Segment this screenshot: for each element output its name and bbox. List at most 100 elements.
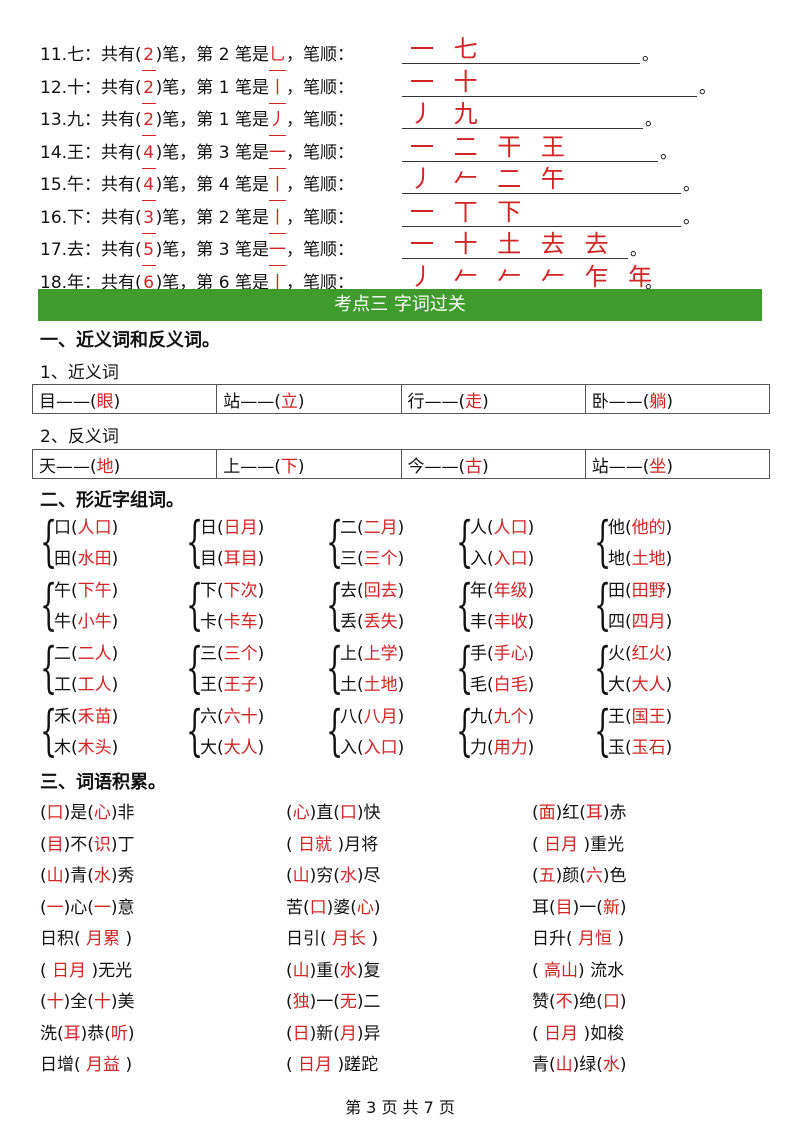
idiom-text: )重(	[309, 960, 340, 981]
idiom-answer: 高山	[544, 960, 579, 981]
brace-icon: {	[594, 573, 612, 636]
brace-icon: {	[186, 510, 204, 573]
idiom-item: (面)红(耳)赤	[532, 798, 627, 823]
group-char: 入(	[340, 738, 364, 758]
idiom-text: )心(	[63, 897, 94, 918]
group-close: )	[527, 549, 535, 569]
group-close: )	[111, 612, 119, 632]
idiom-text: (	[40, 992, 47, 1012]
brace-icon: {	[326, 510, 344, 573]
group-close: )	[527, 707, 535, 727]
idiom-text: (	[286, 1023, 293, 1044]
idiom-answer: 水	[602, 1055, 620, 1075]
idiom-text: )一(	[309, 992, 340, 1012]
group-line: 田(田野)	[608, 576, 672, 601]
stroke-end: 。	[645, 272, 662, 293]
idiom-text: (	[532, 960, 545, 981]
group-close: )	[665, 612, 673, 632]
idiom-text: (	[532, 803, 539, 823]
stroke-count: 2	[141, 73, 156, 104]
synonym-table: 目——(眼) 站——(立) 行——(走) 卧——(躺)	[31, 384, 771, 414]
idiom-answer: 口	[309, 897, 327, 918]
antonym-cell-close: )	[297, 456, 305, 477]
group-word: 木头	[77, 738, 112, 758]
idiom-text: )	[619, 992, 627, 1012]
idiom-answer: 水	[339, 960, 357, 981]
group-char: 年(	[470, 581, 494, 601]
idiom-text: (	[532, 1023, 545, 1044]
group-line: 禾(禾苗)	[54, 702, 118, 727]
group-line: 三(三个)	[200, 639, 264, 664]
stroke-index: 2	[218, 45, 230, 65]
idiom-answer: 山	[292, 960, 310, 981]
idiom-answer: 月益	[86, 1055, 121, 1075]
idiom-text: )	[619, 1055, 627, 1075]
stroke-count: 2	[141, 105, 156, 136]
group-line: 八(八月)	[340, 702, 404, 727]
idiom-answer: 山	[292, 866, 310, 886]
group-word: 丰收	[493, 612, 528, 632]
idiom-text: )	[127, 1023, 135, 1044]
stroke-sequence: 丿 九	[410, 100, 484, 128]
antonym-cell-close: )	[666, 456, 674, 477]
idiom-answer: 月累	[86, 929, 121, 949]
idiom-answer: 一	[93, 897, 111, 918]
idiom-text: (	[532, 866, 539, 886]
stroke-prefix: 12.十：共有(	[40, 77, 142, 98]
stroke-index: 3	[218, 240, 230, 260]
stroke-label: 笔是	[229, 175, 269, 195]
group-char: 九(	[470, 707, 494, 727]
idiom-item: (山)穷(水)尽	[286, 861, 381, 886]
idiom-item: ( 日月 )蹉跎	[286, 1050, 378, 1075]
stroke-label: 笔是	[229, 142, 269, 163]
group-line: 入(入口)	[340, 733, 404, 758]
group-char: 火(	[608, 644, 632, 664]
idiom-text: 日增(	[40, 1055, 87, 1075]
stroke-end: 。	[630, 240, 647, 260]
char-group: {田(田野) 四(四月)	[594, 576, 744, 638]
group-close: )	[397, 707, 405, 727]
group-char: 去(	[340, 581, 364, 601]
group-char: 卡(	[200, 612, 224, 632]
stroke-prefix: 15.午：共有(	[40, 175, 142, 195]
brace-icon: {	[456, 573, 474, 636]
char-group: {他(他的) 地(土地)	[594, 513, 744, 575]
group-word: 上学	[363, 644, 398, 664]
group-word: 红火	[631, 644, 666, 664]
antonym-cell-word: 站——(	[591, 456, 650, 477]
idiom-item: ( 日月 )无光	[40, 956, 132, 981]
idiom-text: ) 流水	[578, 960, 625, 981]
idiom-text: )	[120, 929, 133, 949]
stroke-row: 13.九：共有(2)笔，第 1 笔是丿，笔顺： 丿 九 。	[40, 100, 760, 136]
group-line: 二(二人)	[54, 639, 118, 664]
idiom-answer: 日月	[544, 834, 579, 855]
idiom-text: 洗(	[40, 1023, 64, 1044]
group-word: 入口	[363, 738, 398, 758]
brace-icon: {	[186, 699, 204, 762]
group-line: 人(人口)	[470, 513, 534, 538]
group-line: 去(回去)	[340, 576, 404, 601]
idiom-answer: 日就	[298, 834, 333, 855]
group-line: 三(三个)	[340, 544, 404, 569]
group-line: 丰(丰收)	[470, 607, 534, 632]
group-line: 九(九个)	[470, 702, 534, 727]
idiom-item: ( 高山) 流水	[532, 956, 624, 981]
group-close: )	[257, 581, 265, 601]
synonym-cell-answer: 躺	[649, 391, 667, 412]
idiom-text: (	[40, 960, 53, 981]
idiom-text: (	[40, 834, 47, 855]
idiom-answer: 耳	[585, 803, 603, 823]
brace-icon: {	[40, 699, 58, 762]
brace-icon: {	[594, 699, 612, 762]
stroke-row: 18.年：共有(6)笔，第 6 笔是丨，笔顺：丿 𠂉 𠂉 𠂉 乍 年。	[40, 263, 760, 299]
stroke-row: 14.王：共有(4)笔，第 3 笔是一，笔顺： 一 二 干 王 。	[40, 133, 760, 169]
stroke-index: 1	[218, 77, 230, 98]
idiom-text: )绿(	[572, 1055, 603, 1075]
group-close: )	[527, 644, 535, 664]
antonym-cell: 站——(坐)	[584, 449, 771, 479]
group-line: 毛(白毛)	[470, 670, 534, 695]
stroke-mid: )笔，第	[155, 207, 219, 228]
idiom-answer: 心	[93, 803, 111, 823]
group-word: 土地	[363, 675, 398, 695]
answer-line	[402, 63, 640, 64]
